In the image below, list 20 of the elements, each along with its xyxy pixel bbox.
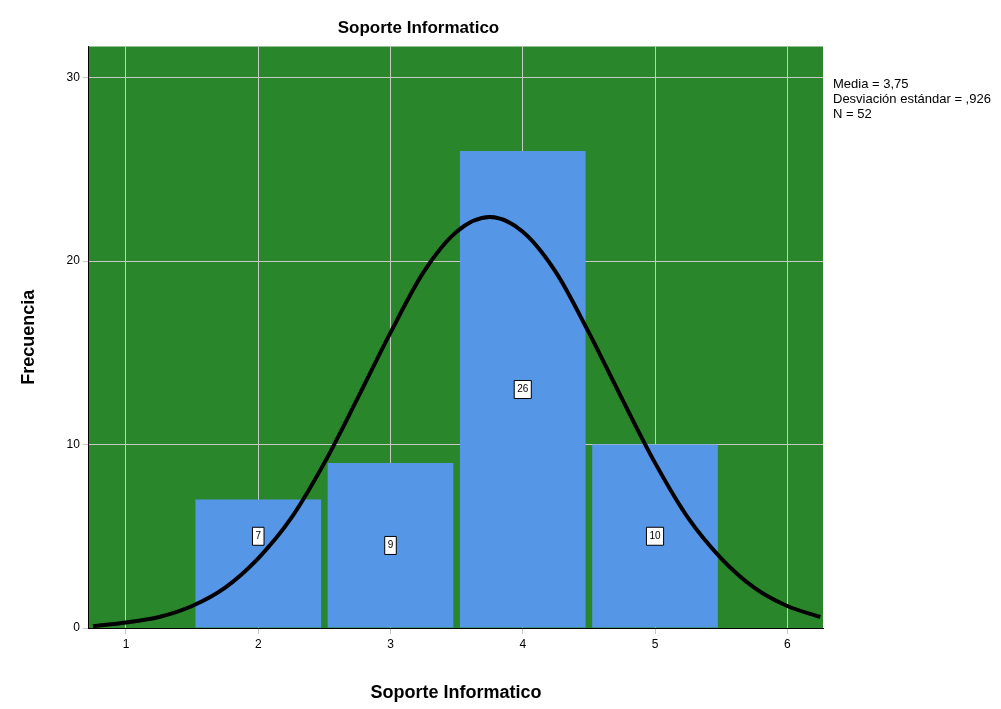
y-tick-label: 0 [73, 620, 81, 635]
data-label: 7 [255, 530, 262, 542]
y-tick-label: 20 [66, 253, 81, 268]
y-tick-label: 10 [66, 436, 81, 451]
text: Media = 3,75 [833, 76, 909, 92]
x-tick-label: 1 [122, 636, 130, 651]
data-label: 10 [649, 530, 662, 542]
text: Desviación estándar = ,926 [833, 91, 991, 107]
x-axis-title: Soporte Informatico [370, 682, 542, 703]
x-tick-label: 4 [519, 636, 527, 651]
x-tick-label: 6 [783, 636, 791, 651]
chart-title: Soporte Informatico [337, 17, 500, 37]
x-tick-label: 2 [254, 636, 262, 651]
data-label: 26 [517, 383, 529, 395]
text: N = 52 [833, 106, 872, 122]
y-tick-label: 30 [66, 69, 81, 84]
x-tick-label: 5 [651, 636, 659, 651]
data-label: 9 [387, 539, 394, 551]
x-tick-label: 3 [387, 636, 395, 651]
y-axis-title: Frecuencia [17, 288, 38, 385]
